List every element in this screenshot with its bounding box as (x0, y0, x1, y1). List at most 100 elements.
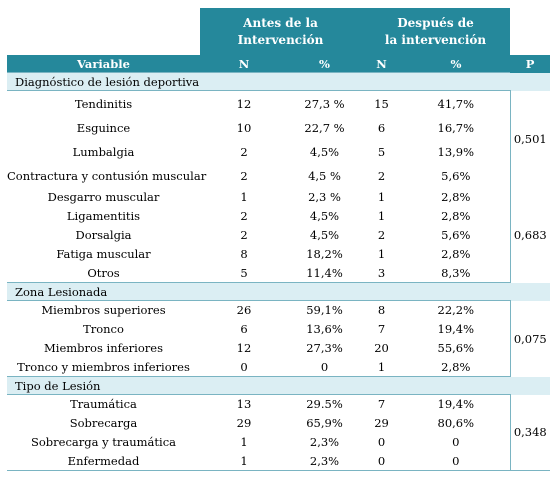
row-n-after: 1 (377, 190, 386, 204)
results-table-container: Antes de la Intervención Después de la i… (7, 8, 551, 471)
section-header-row: Tipo de Lesión (7, 376, 551, 395)
column-header-pct-before: % (288, 55, 362, 73)
table-row: Tronco y miembros inferiores 0 0 1 2,8% (7, 358, 550, 377)
row-group-p-value: 0,501 (509, 90, 551, 188)
row-n-after: 2 (377, 228, 386, 242)
column-header-row: Variable N % N % P (7, 55, 551, 73)
row-n-after: 1 (377, 359, 386, 374)
row-variable-label: Tronco y miembros inferiores (17, 359, 190, 374)
column-header-pct-after: % (402, 55, 511, 73)
row-pct-after: 5,6% (441, 168, 471, 183)
row-n-before: 2 (240, 144, 248, 159)
table-row: Tronco 6 13,6% 7 19,4% (7, 320, 550, 339)
header-blank-cell (7, 8, 200, 55)
row-n-after: 6 (377, 121, 386, 135)
row-pct-before: 2,3% (288, 451, 362, 471)
section-p-spacer (510, 72, 551, 91)
table-row: Miembros inferiores 12 27,3% 20 55,6% (7, 339, 550, 358)
table-row: Miembros superiores 26 59,1% 8 22,2% 0,075 (7, 300, 551, 377)
row-n-before: 1 (240, 435, 248, 449)
row-n-before: 6 (240, 322, 248, 336)
table-row: Ligamentitis 2 4,5% 1 2,8% (7, 207, 550, 226)
row-pct-after: 19,4% (437, 322, 475, 336)
column-header-n-before: N (200, 55, 288, 73)
row-n-before: 8 (240, 247, 248, 261)
row-pct-after: 2,8% (441, 359, 471, 374)
row-n-after: 1 (377, 209, 386, 223)
table-body: Diagnóstico de lesión deportiva Tendiniti… (7, 72, 551, 471)
row-variable-label: Sobrecarga y traumática (30, 435, 177, 449)
column-header-p: P (510, 55, 551, 73)
row-n-before: 1 (240, 190, 248, 204)
row-variable-label: Fatiga muscular (56, 247, 151, 261)
row-pct-after: 55,6% (437, 341, 475, 355)
row-n-after: 7 (377, 322, 386, 336)
row-pct-after: 19,4% (437, 397, 475, 412)
row-n-after: 7 (377, 397, 386, 412)
row-n-before: 5 (240, 265, 248, 280)
row-pct-after: 0 (452, 435, 460, 449)
section-title: Zona Lesionada (7, 282, 511, 301)
table-row: Dorsalgia 2 4,5% 2 5,6% (7, 226, 550, 245)
row-n-before: 10 (236, 121, 252, 135)
row-n-before: 12 (236, 96, 252, 111)
row-pct-after: 2,8% (441, 190, 471, 204)
group-header-row: Antes de la Intervención Después de la i… (7, 8, 551, 55)
row-variable-label: Miembros superiores (41, 303, 166, 318)
row-pct-before: 22,7 % (304, 121, 345, 135)
results-table: Antes de la Intervención Después de la i… (7, 8, 551, 471)
section-header-row: Diagnóstico de lesión deportiva (7, 72, 551, 91)
row-group-p-value: 0,683 (509, 187, 551, 283)
row-pct-after: 16,7% (437, 121, 475, 135)
row-pct-before: 18,2% (306, 247, 343, 261)
row-n-after: 8 (377, 303, 386, 318)
section-p-spacer (510, 376, 551, 395)
row-n-after: 20 (374, 341, 389, 355)
section-title: Diagnóstico de lesión deportiva (7, 72, 511, 91)
table-row: Lumbalgia 2 4,5% 5 13,9% (7, 140, 550, 164)
row-pct-after: 22,2% (437, 303, 475, 318)
row-n-before: 12 (236, 341, 252, 355)
column-header-variable: Variable (7, 55, 200, 73)
row-n-before: 26 (236, 303, 252, 318)
table-row: Sobrecarga y traumática 1 2,3% 0 0 (7, 433, 550, 452)
table-row: Traumática 13 29.5% 7 19,4% 0,348 (7, 394, 551, 471)
row-pct-after: 0 (402, 451, 511, 471)
table-row: Desgarro muscular 1 2,3 % 1 2,8% 0,683 (7, 187, 551, 283)
table-row: Esguince 10 22,7 % 6 16,7% (7, 117, 550, 140)
row-pct-before: 4,5% (309, 144, 340, 159)
section-p-spacer (510, 282, 551, 301)
group-header-after-line2: la intervención (384, 32, 487, 47)
row-variable-label: Sobrecarga (69, 416, 138, 430)
row-pct-before: 2,3% (309, 435, 340, 449)
table-row: Tendinitis 12 27,3 % 15 41,7% 0,501 (7, 90, 551, 188)
row-variable-label: Esguince (76, 121, 131, 135)
row-pct-after: 2,8% (441, 247, 471, 261)
group-header-after-line1: Después de (397, 15, 474, 30)
table-row: Otros 5 11,4% 3 8,3% (7, 264, 550, 283)
row-pct-before: 27,3 % (304, 96, 345, 111)
row-n-before: 2 (240, 209, 248, 223)
row-pct-before: 4,5% (309, 228, 340, 242)
row-n-after: 3 (377, 265, 386, 280)
row-pct-after: 5,6% (441, 228, 471, 242)
header-blank-cell-right (510, 8, 551, 55)
row-pct-before: 13,6% (306, 322, 343, 336)
row-n-after: 5 (377, 144, 386, 159)
section-title: Tipo de Lesión (7, 376, 511, 395)
row-variable-label: Lumbalgia (72, 144, 135, 159)
row-pct-before: 27,3% (306, 341, 343, 355)
row-n-before: 29 (236, 416, 252, 430)
row-pct-before: 65,9% (306, 416, 343, 430)
group-header-after: Después de la intervención (361, 8, 511, 55)
row-n-before: 2 (240, 228, 248, 242)
row-pct-after: 2,8% (441, 209, 471, 223)
row-pct-before: 29.5% (306, 397, 343, 412)
column-header-n-after: N (361, 55, 403, 73)
row-pct-after: 13,9% (437, 144, 475, 159)
row-variable-label: Contractura y contusión muscular (7, 168, 207, 183)
row-n-before: 2 (240, 168, 248, 183)
row-n-after: 15 (374, 96, 389, 111)
row-n-after: 2 (377, 168, 386, 183)
table-row: Contractura y contusión muscular 2 4,5 % 2 5… (7, 164, 550, 188)
